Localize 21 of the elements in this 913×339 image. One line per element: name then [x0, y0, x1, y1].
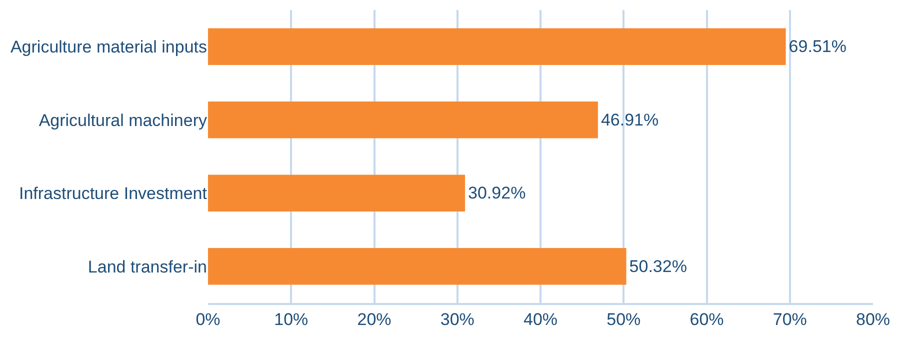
- x-tick-label: 80%: [856, 310, 890, 330]
- y-tick-label: Agriculture material inputs: [10, 38, 207, 57]
- y-tick-label: Infrastructure Investment: [18, 184, 208, 204]
- x-tick-label: 40%: [523, 310, 558, 330]
- y-tick-label: Agricultural machinery: [38, 110, 208, 130]
- x-tick-label: 60%: [690, 310, 724, 330]
- bar: [208, 174, 466, 212]
- x-tick-label: 20%: [357, 310, 392, 330]
- bar: [208, 248, 626, 285]
- y-tick-label: Land transfer-in: [88, 257, 207, 276]
- x-tick-label: 10%: [274, 310, 308, 330]
- data-label: 50.32%: [629, 256, 687, 276]
- x-tick-label: 30%: [440, 310, 474, 330]
- data-label: 46.91%: [600, 110, 659, 130]
- bar: [208, 102, 598, 138]
- data-label: 30.92%: [468, 184, 526, 203]
- x-tick-label: 50%: [606, 310, 641, 330]
- bar: [208, 28, 786, 65]
- x-tick-label: 70%: [772, 310, 807, 330]
- data-label: 69.51%: [788, 37, 846, 56]
- x-tick-label: 0%: [196, 310, 220, 330]
